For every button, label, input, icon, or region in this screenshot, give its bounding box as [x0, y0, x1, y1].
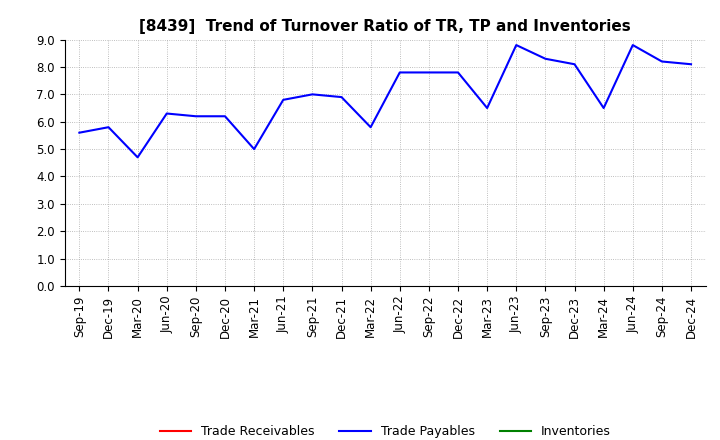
Trade Payables: [279, 97, 287, 103]
Legend: Trade Receivables, Trade Payables, Inventories: Trade Receivables, Trade Payables, Inven…: [155, 420, 616, 440]
Trade Payables: [483, 106, 492, 111]
Trade Payables: [541, 56, 550, 62]
Trade Payables: [599, 106, 608, 111]
Trade Payables: [629, 42, 637, 48]
Line: Trade Payables: Trade Payables: [79, 45, 691, 158]
Trade Payables: [512, 42, 521, 48]
Trade Payables: [366, 125, 375, 130]
Trade Payables: [250, 147, 258, 152]
Trade Payables: [425, 70, 433, 75]
Trade Payables: [337, 95, 346, 100]
Trade Payables: [395, 70, 404, 75]
Trade Payables: [570, 62, 579, 67]
Trade Payables: [308, 92, 317, 97]
Title: [8439]  Trend of Turnover Ratio of TR, TP and Inventories: [8439] Trend of Turnover Ratio of TR, TP…: [140, 19, 631, 34]
Trade Payables: [163, 111, 171, 116]
Trade Payables: [192, 114, 200, 119]
Trade Payables: [687, 62, 696, 67]
Trade Payables: [454, 70, 462, 75]
Trade Payables: [657, 59, 666, 64]
Trade Payables: [104, 125, 113, 130]
Trade Payables: [75, 130, 84, 136]
Trade Payables: [133, 155, 142, 160]
Trade Payables: [220, 114, 229, 119]
